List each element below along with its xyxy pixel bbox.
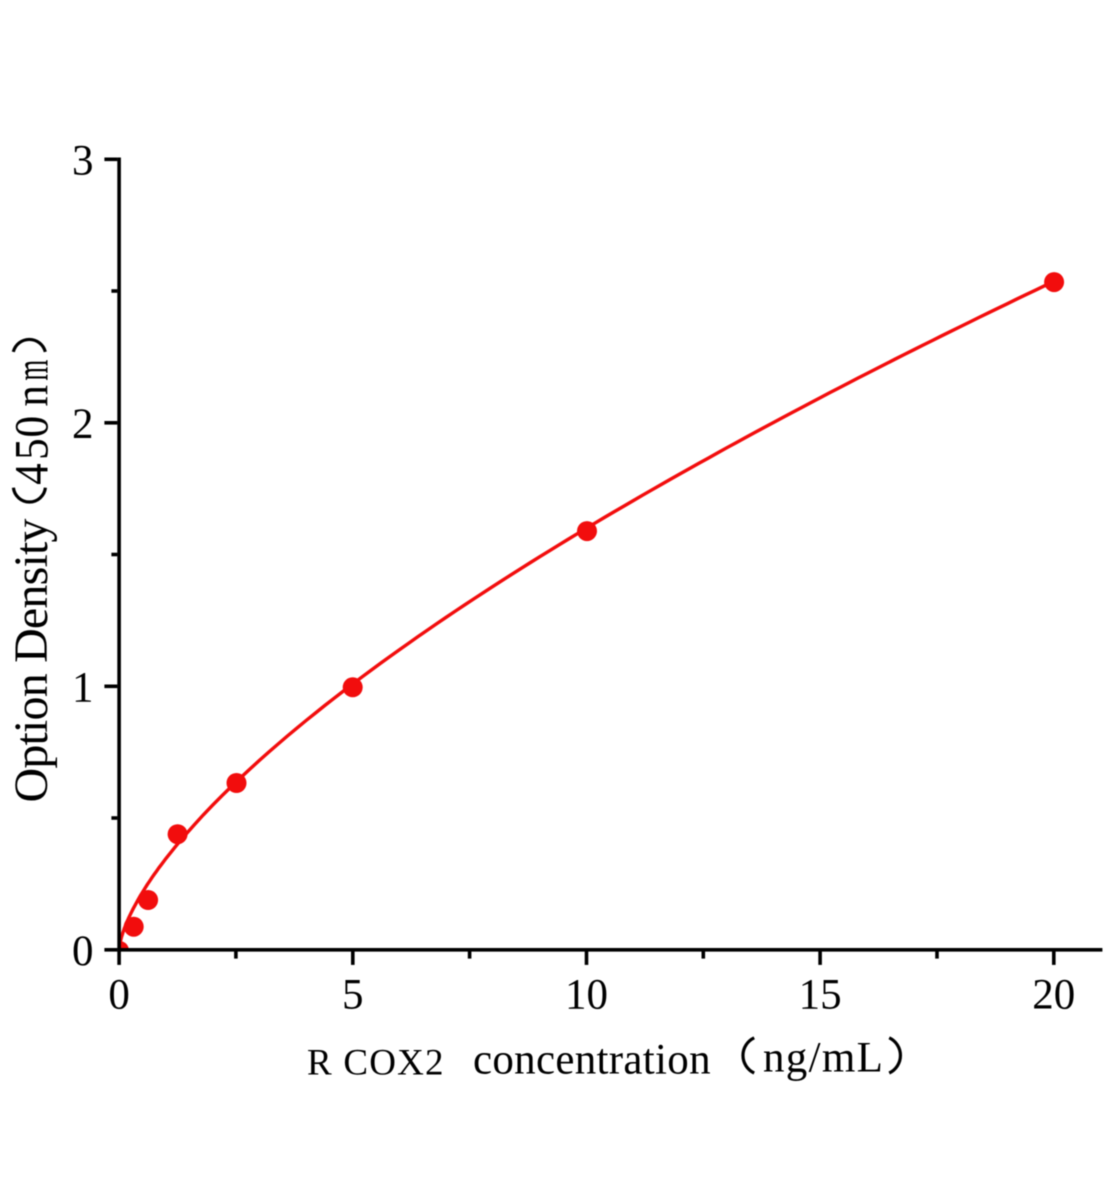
svg-text:0: 0 xyxy=(4,416,58,438)
svg-text:2: 2 xyxy=(72,401,94,448)
svg-text:ng/mL: ng/mL xyxy=(763,1035,884,1082)
svg-text:10: 10 xyxy=(565,972,608,1019)
svg-text:Option Density: Option Density xyxy=(5,519,58,803)
svg-text:0: 0 xyxy=(108,972,130,1019)
svg-text:1: 1 xyxy=(72,664,94,711)
svg-text:5: 5 xyxy=(4,438,58,460)
svg-text:20: 20 xyxy=(1032,972,1075,1019)
svg-text:concentration: concentration xyxy=(473,1037,711,1084)
svg-text:R COX2: R COX2 xyxy=(307,1043,445,1084)
svg-text:4: 4 xyxy=(4,463,58,485)
svg-text:3: 3 xyxy=(72,137,94,184)
svg-text:m: m xyxy=(6,360,59,381)
svg-text:0: 0 xyxy=(72,928,94,975)
svg-text:5: 5 xyxy=(342,972,364,1019)
svg-text:n: n xyxy=(4,385,58,407)
svg-text:15: 15 xyxy=(799,972,842,1019)
